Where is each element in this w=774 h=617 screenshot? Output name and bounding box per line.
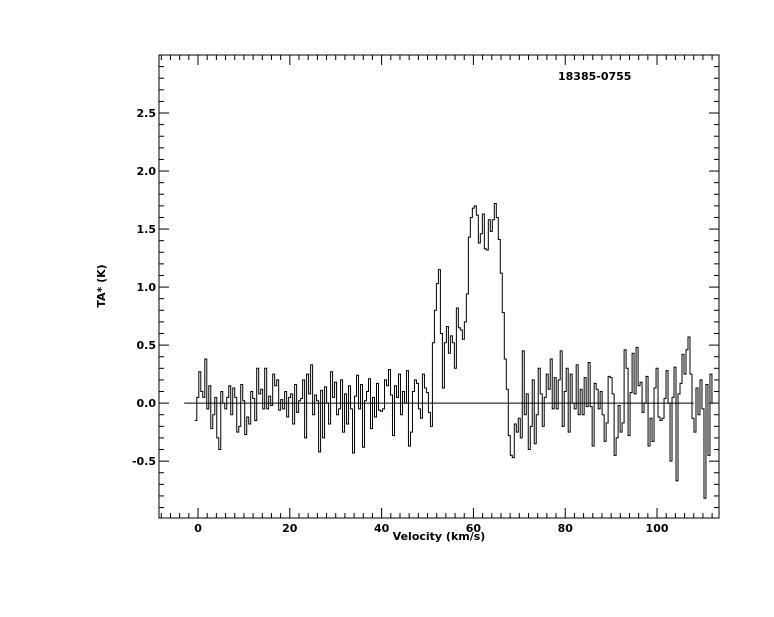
x-tick-label: 100	[646, 522, 669, 535]
x-tick-label: 0	[194, 522, 202, 535]
y-tick-labels: -0.5 0.0 0.5 1.0 1.5 2.0 2.5	[132, 107, 156, 468]
y-tick-label: 0.0	[137, 397, 157, 410]
y-tick-label: 1.0	[137, 281, 157, 294]
spectrum-line	[194, 203, 714, 499]
x-axis-label: Velocity (km/s)	[393, 530, 486, 543]
minor-ticks	[159, 55, 719, 518]
y-tick-label: 2.5	[137, 107, 157, 120]
plot-frame	[158, 54, 720, 519]
y-tick-label: 2.0	[137, 165, 157, 178]
x-tick-label: 80	[558, 522, 574, 535]
chart-title: 18385-0755	[558, 70, 631, 83]
y-tick-label: 1.5	[137, 223, 157, 236]
x-tick-label: 40	[374, 522, 390, 535]
major-ticks	[159, 55, 719, 518]
x-tick-label: 20	[282, 522, 298, 535]
x-tick-labels: 0 20 40 60 80 100	[194, 522, 669, 535]
y-axis-label: TA* (K)	[95, 264, 108, 307]
y-tick-label: -0.5	[132, 455, 156, 468]
y-tick-label: 0.5	[137, 339, 157, 352]
x-tick-label: 60	[466, 522, 482, 535]
